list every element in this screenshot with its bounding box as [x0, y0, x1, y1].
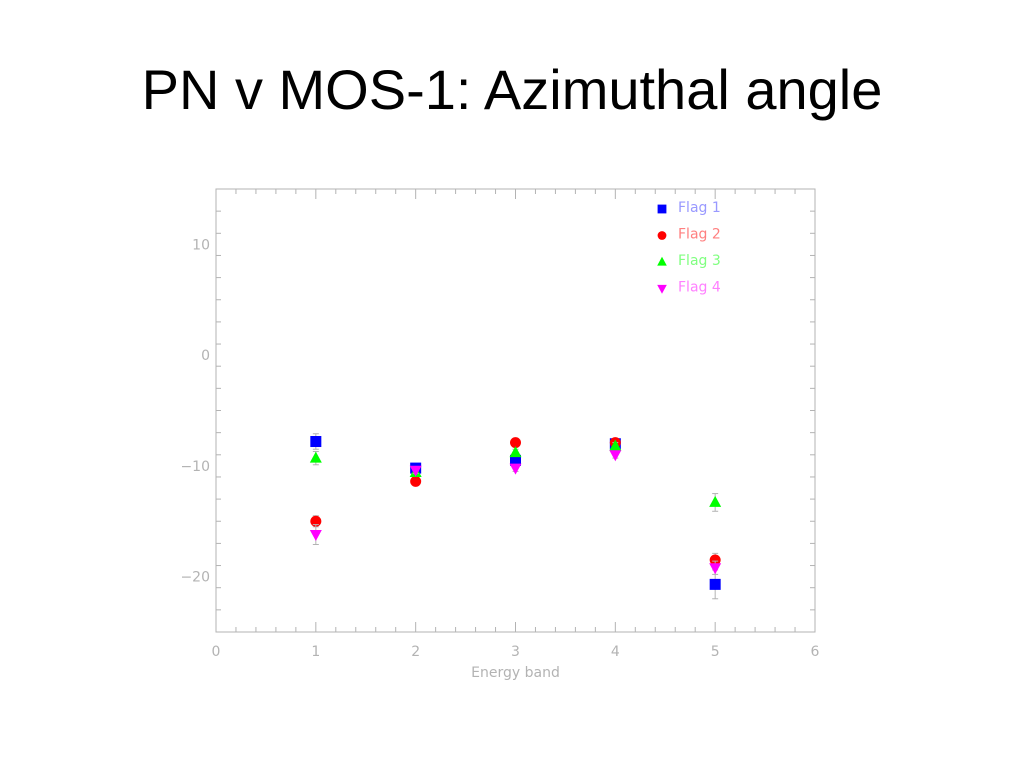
series-1	[310, 433, 721, 600]
data-point	[709, 563, 722, 575]
data-points	[309, 433, 722, 600]
data-point	[510, 437, 521, 449]
data-point	[509, 446, 522, 458]
data-point	[310, 515, 322, 527]
data-point	[410, 475, 422, 487]
legend-item-2: Flag 2	[657, 227, 721, 243]
tick-labels: 0 1 2 3 4 5 6 −20 −10 0 10 Energy band	[180, 237, 819, 681]
data-point	[309, 451, 322, 463]
tick-marks	[215, 188, 816, 633]
data-point	[409, 465, 422, 477]
legend-marker	[657, 204, 667, 214]
legend-label: Flag 1	[678, 200, 721, 216]
data-point	[309, 530, 322, 542]
data-point	[310, 436, 322, 448]
series-3	[309, 439, 722, 512]
data-point	[510, 454, 521, 466]
data-point	[709, 554, 721, 566]
legend-label: Flag 2	[678, 227, 721, 243]
legend: Flag 1 Flag 2 Flag 3 Flag 4	[657, 200, 721, 296]
plot-frame	[215, 188, 816, 633]
legend-item-4: Flag 4	[657, 280, 721, 296]
data-point	[609, 439, 622, 451]
series-4	[309, 450, 722, 575]
y-tick-label: −10	[180, 459, 210, 475]
x-tick-label: 6	[811, 644, 820, 660]
legend-label: Flag 4	[678, 280, 721, 296]
data-point	[609, 450, 622, 462]
axes	[215, 188, 816, 633]
legend-item-3: Flag 3	[657, 253, 721, 269]
legend-marker	[657, 284, 667, 294]
x-axis-label: Energy band	[471, 665, 560, 681]
slide-title: PN v MOS-1: Azimuthal angle	[141, 58, 883, 121]
x-tick-label: 3	[511, 644, 520, 660]
y-tick-label: 0	[201, 348, 210, 364]
legend-marker	[657, 231, 667, 240]
y-tick-label: −20	[180, 570, 210, 586]
x-tick-label: 2	[411, 644, 420, 660]
data-point	[709, 495, 722, 507]
y-tick-label: 10	[192, 237, 210, 253]
x-tick-label: 5	[711, 644, 720, 660]
legend-marker	[657, 256, 667, 266]
x-tick-label: 4	[611, 644, 620, 660]
legend-item-1: Flag 1	[657, 200, 721, 216]
data-point	[709, 578, 721, 590]
data-point	[509, 463, 522, 475]
x-tick-label: 1	[311, 644, 320, 660]
legend-label: Flag 3	[678, 253, 721, 269]
x-tick-label: 0	[212, 644, 221, 660]
